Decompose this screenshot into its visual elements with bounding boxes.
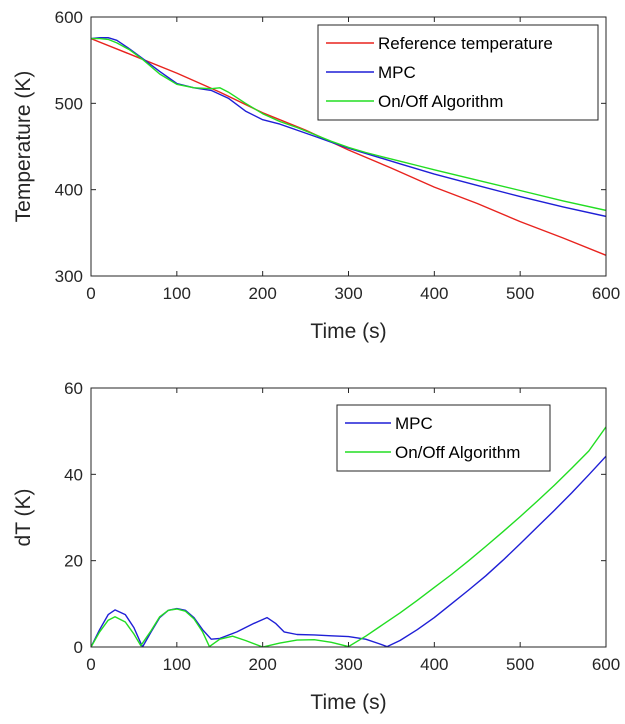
chart-2-xtick-label: 500 (506, 655, 534, 674)
chart-1-xtick-label: 0 (86, 284, 95, 303)
chart-1-legend-label-3: On/Off Algorithm (378, 92, 503, 111)
chart-2: 0 100 200 300 400 500 600 0 20 40 60 Time (s) dT (K)… (12, 379, 620, 714)
chart-2-x-axis-label: Time (s) (310, 691, 386, 714)
chart-2-ytick-label: 20 (64, 552, 83, 571)
chart-1-xtick-label: 200 (248, 284, 276, 303)
chart-2-xtick-label: 200 (248, 655, 276, 674)
chart-1-series-2-line (91, 37, 606, 218)
chart-1-x-axis-label: Time (s) (310, 320, 386, 343)
chart-2-legend-label-2: On/Off Algorithm (395, 443, 520, 462)
chart-1-ytick-label: 300 (55, 267, 83, 286)
chart-1-xtick-label: 300 (334, 284, 362, 303)
chart-1-plot-area (91, 37, 606, 256)
chart-2-legend-label-1: MPC (395, 414, 433, 433)
chart-1: 0 100 200 300 400 500 600 300 400 500 600 Time (s) T… (12, 8, 620, 343)
chart-1-xtick-label: 600 (592, 284, 620, 303)
chart-2-ytick-label: 40 (64, 465, 83, 484)
chart-1-series-1-line (91, 37, 606, 256)
chart-1-xtick-label: 400 (420, 284, 448, 303)
chart-2-xtick-label: 300 (334, 655, 362, 674)
chart-2-plot-area (91, 426, 606, 647)
chart-2-xtick-label: 0 (86, 655, 95, 674)
chart-1-y-axis-label: Temperature (K) (12, 71, 35, 223)
chart-2-series-2-line (91, 426, 606, 647)
chart-2-series-1-line (91, 455, 606, 647)
chart-2-legend: MPC On/Off Algorithm (336, 404, 551, 472)
chart-2-ytick-label: 0 (74, 638, 83, 657)
chart-2-legend-box (336, 404, 551, 472)
chart-1-legend: Reference temperature MPC On/Off Algorithm (317, 24, 599, 121)
chart-2-xtick-label: 100 (163, 655, 191, 674)
chart-1-xtick-label: 100 (163, 284, 191, 303)
chart-1-ytick-label: 600 (55, 8, 83, 27)
chart-2-ytick-label: 60 (64, 379, 83, 398)
chart-1-series-3-line (91, 37, 606, 212)
chart-1-legend-label-1: Reference temperature (378, 34, 553, 53)
chart-1-ytick-label: 500 (55, 94, 83, 113)
chart-1-ytick-label: 400 (55, 181, 83, 200)
chart-1-legend-label-2: MPC (378, 63, 416, 82)
chart-2-y-axis-label: dT (K) (12, 489, 35, 547)
chart-2-xtick-label: 600 (592, 655, 620, 674)
chart-2-xtick-label: 400 (420, 655, 448, 674)
chart-1-xtick-label: 500 (506, 284, 534, 303)
